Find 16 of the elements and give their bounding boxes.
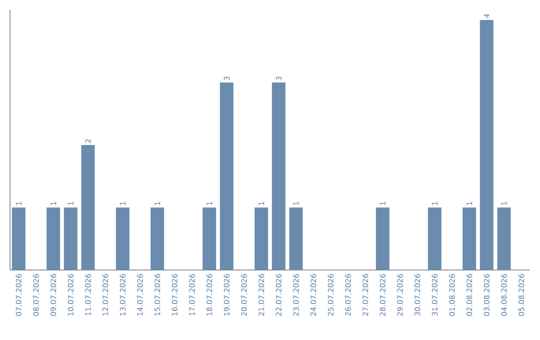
bar <box>272 82 286 270</box>
bar <box>480 20 494 270</box>
bar <box>220 82 234 270</box>
bar <box>150 208 164 270</box>
bar <box>12 208 26 270</box>
bar <box>254 208 268 270</box>
bar <box>81 144 95 270</box>
bar <box>289 208 303 270</box>
bar <box>462 208 476 270</box>
bar <box>497 208 511 270</box>
bar <box>64 208 78 270</box>
bar <box>428 208 442 270</box>
bar <box>376 208 390 270</box>
bar <box>202 208 216 270</box>
bar <box>116 208 130 270</box>
bar <box>46 208 60 270</box>
